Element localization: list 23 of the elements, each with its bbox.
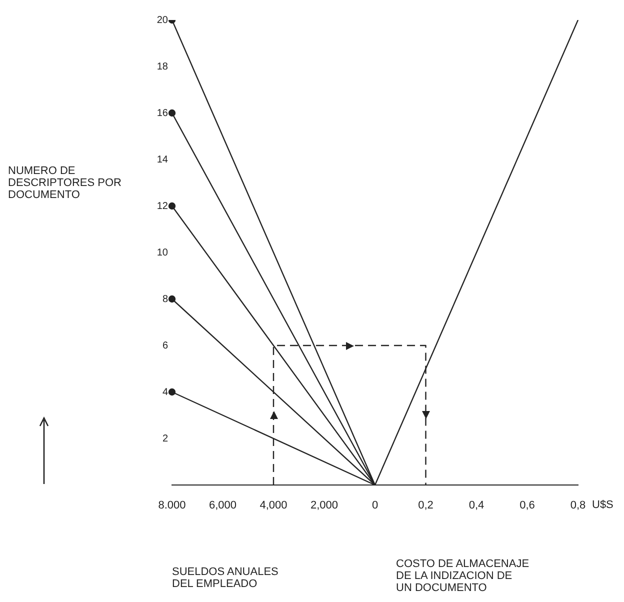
x-tick-label: 0,2 [418, 500, 434, 512]
x-tick-label: 0,8 [570, 500, 586, 512]
y-tick-label: 4 [162, 386, 168, 398]
x-tick-label: 8.000 [158, 500, 186, 512]
text: SUELDOS ANUALES DEL EMPLEADO [172, 566, 280, 590]
x-axis-title: U$S [592, 499, 614, 512]
y-axis-title: NUMERO DE DESCRIPTORES POR DOCUMENTO [8, 165, 122, 201]
x-tick-label: 4,000 [260, 500, 288, 512]
y-tick-label: 8 [162, 294, 168, 305]
text: COSTO DE ALMACENAJE DE LA INDIZACION DE UN DOCUMENTO [396, 558, 530, 594]
x-tick-label: 6,000 [208, 500, 237, 512]
y-tick-label: 2 [162, 433, 168, 444]
x-tick-label: 0,6 [520, 500, 535, 512]
x-tick-label: 0,4 [468, 500, 484, 512]
y-tick-label: 16 [156, 108, 168, 119]
y-tick-label: 18 [156, 61, 168, 72]
x-tick-label: 2,000 [310, 500, 338, 512]
y-tick-label: 10 [156, 247, 168, 258]
y-tick-label: 20 [156, 14, 168, 26]
y-tick-label: 14 [156, 154, 168, 166]
x-tick-label: 0 [372, 500, 378, 512]
y-tick-label: 6 [162, 340, 168, 352]
y-tick-label: 12 [156, 200, 168, 212]
